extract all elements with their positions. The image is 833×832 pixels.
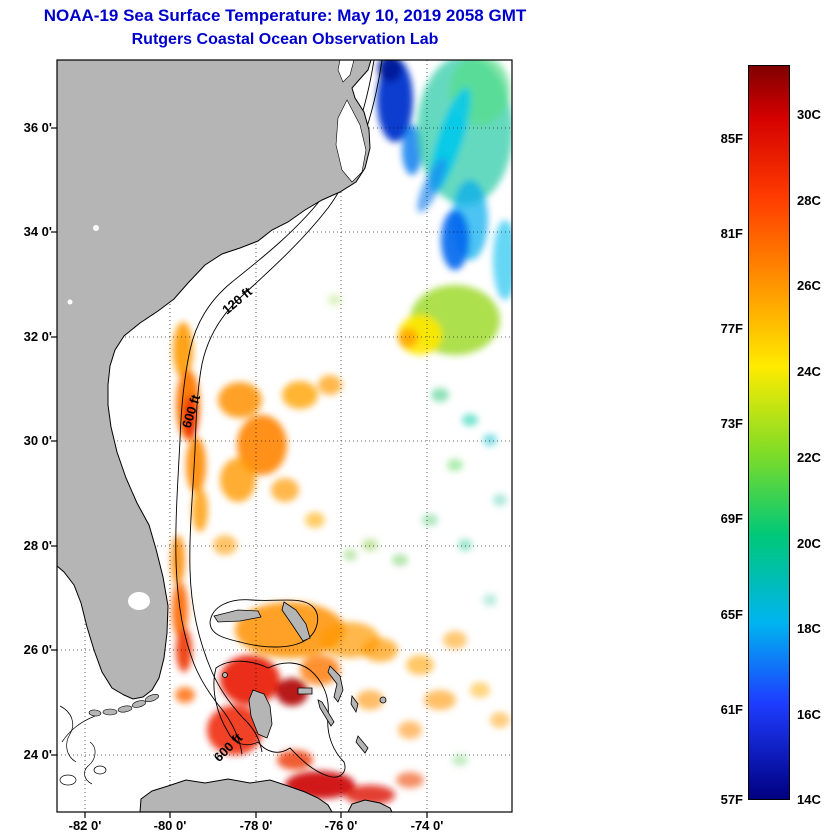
lat-tick-26: 26 0' (23, 642, 52, 657)
lat-tick-28: 28 0' (23, 538, 52, 553)
lon-tick--74: -74 0' (410, 818, 444, 832)
lat-tick-30: 30 0' (23, 433, 52, 448)
lon-tick--82: -82 0' (68, 818, 102, 832)
page-subtitle: Rutgers Coastal Ocean Observation Lab (131, 31, 439, 48)
florida-keys (88, 694, 159, 717)
cbar-c-28: 28C (797, 193, 821, 208)
mainland-southeast-us (57, 60, 372, 700)
cuba (139, 778, 393, 812)
cbar-f-69: 69F (720, 511, 743, 526)
lat-tick-24: 24 0' (23, 747, 52, 762)
lat-tick-36: 36 0' (23, 120, 52, 135)
cbar-c-26: 26C (797, 278, 821, 293)
cbar-f-57: 57F (720, 792, 743, 807)
cbar-c-30: 30C (797, 107, 821, 122)
lon-tick--78: -78 0' (239, 818, 273, 832)
cbar-c-22: 22C (797, 450, 821, 465)
lake-okeechobee (128, 592, 150, 610)
lat-tick-32: 32 0' (23, 329, 52, 344)
pamlico-sound (335, 99, 367, 183)
chesapeake-bay (337, 60, 355, 83)
cbar-c-18: 18C (797, 621, 821, 636)
cbar-f-73: 73F (720, 416, 743, 431)
cbar-c-16: 16C (797, 707, 821, 722)
map-border (56, 59, 513, 813)
cbar-c-20: 20C (797, 536, 821, 551)
axis-ticks (51, 127, 428, 818)
cbar-c-14: 14C (797, 792, 821, 807)
lon-tick--80: -80 0' (153, 818, 187, 832)
land-shapes (57, 60, 393, 812)
page-title: NOAA-19 Sea Surface Temperature: May 10,… (43, 6, 527, 25)
colorbar-gradient (748, 65, 790, 800)
bahamas-islands (213, 601, 387, 754)
cbar-f-65: 65F (720, 607, 743, 622)
cbar-f-85: 85F (720, 131, 743, 146)
lon-tick--76: -76 0' (324, 818, 358, 832)
lat-tick-34: 34 0' (23, 224, 52, 239)
cbar-f-77: 77F (720, 321, 743, 336)
cbar-f-81: 81F (720, 226, 743, 241)
cbar-c-24: 24C (797, 364, 821, 379)
sst-patches (171, 60, 512, 805)
cbar-f-61: 61F (720, 702, 743, 717)
